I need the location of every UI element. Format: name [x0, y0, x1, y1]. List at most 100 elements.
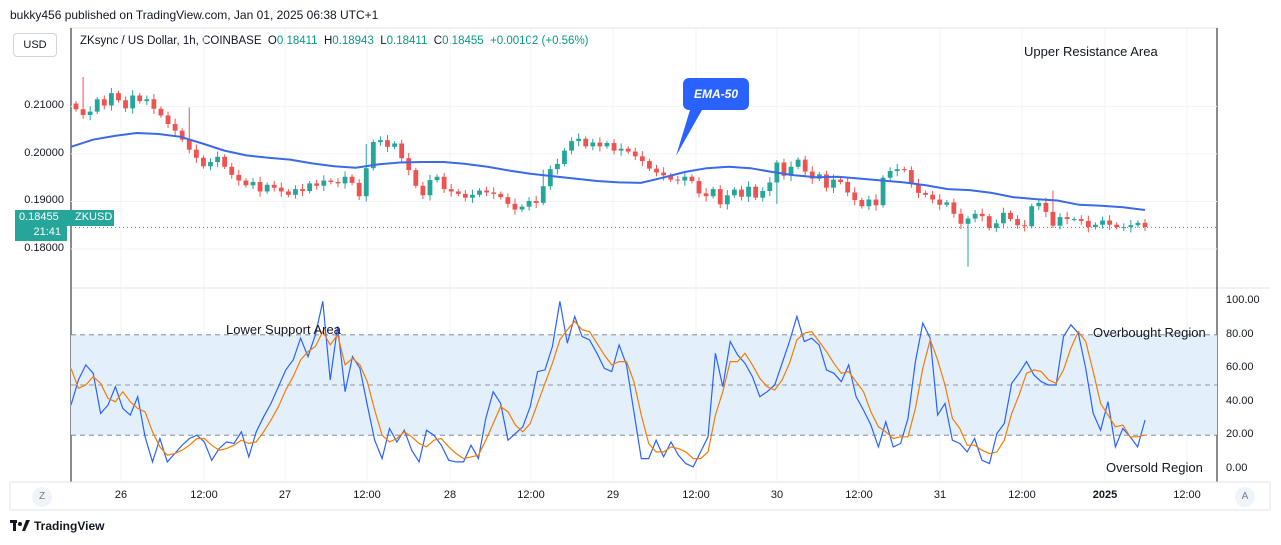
- candle-body: [413, 170, 419, 186]
- candle: [731, 187, 737, 198]
- candle-body: [838, 179, 843, 182]
- candle-body: [746, 186, 751, 197]
- candle: [809, 166, 815, 184]
- candle-body: [979, 213, 985, 217]
- close-value: 0.18455: [442, 35, 484, 47]
- a-button[interactable]: A: [1235, 487, 1255, 507]
- candle: [123, 96, 128, 113]
- candle: [958, 208, 964, 230]
- candle: [462, 190, 468, 202]
- candle-body: [321, 180, 327, 186]
- candle-body: [293, 189, 298, 195]
- candle: [271, 181, 277, 192]
- oversold-label: Oversold Region: [1106, 460, 1203, 475]
- ticker-label: ZKUSD: [75, 211, 113, 223]
- candle-body: [448, 189, 454, 192]
- candle: [73, 101, 79, 112]
- price-tick-label: 0.19000: [24, 194, 64, 207]
- candle: [986, 213, 992, 231]
- candle: [944, 200, 950, 208]
- candle: [951, 198, 957, 218]
- candle: [632, 147, 638, 161]
- z-button[interactable]: Z: [32, 487, 52, 507]
- candle-body: [710, 189, 716, 197]
- candle-body: [739, 189, 744, 197]
- candle-body: [385, 140, 390, 147]
- candle: [342, 171, 348, 189]
- candle-body: [562, 150, 567, 164]
- logo-text: TradingView: [34, 519, 105, 533]
- candle-body: [986, 216, 992, 229]
- candle-body: [1050, 211, 1056, 226]
- candle: [774, 160, 780, 204]
- tradingview-logo[interactable]: TradingView: [10, 519, 104, 533]
- upper-resistance-label: Upper Resistance Area: [1024, 44, 1158, 59]
- candle: [972, 210, 978, 223]
- candle: [144, 95, 150, 105]
- candle: [703, 188, 709, 202]
- candle-body: [1008, 212, 1013, 220]
- publisher-line: bukky456 published on TradingView.com, J…: [10, 8, 379, 22]
- candle-body: [1071, 219, 1077, 221]
- candle-body: [363, 168, 369, 197]
- candle-body: [1064, 217, 1070, 220]
- candle: [824, 170, 829, 192]
- candle-body: [512, 203, 518, 210]
- candle-body: [123, 100, 128, 109]
- candle: [795, 157, 801, 170]
- candle-body: [222, 156, 228, 167]
- candle-body: [470, 194, 475, 198]
- time-tick-label: 30: [770, 489, 784, 501]
- candle: [993, 219, 999, 232]
- candle: [1107, 215, 1113, 230]
- candle-body: [108, 93, 114, 106]
- candle-body: [300, 189, 305, 192]
- candle-body: [271, 184, 277, 188]
- candle-body: [717, 189, 723, 205]
- candle-body: [675, 179, 681, 181]
- candle: [328, 178, 334, 185]
- candle-body: [406, 158, 412, 171]
- candle: [555, 158, 560, 175]
- candle: [1142, 219, 1148, 231]
- candle-body: [540, 186, 546, 203]
- candle-body: [1078, 219, 1084, 221]
- candle-body: [236, 174, 242, 181]
- stochastic-lines: [70, 301, 1146, 468]
- lower-support-label: Lower Support Area: [226, 322, 341, 337]
- price-tick-label: 0.18000: [24, 241, 64, 254]
- oscillator-tick-label: 60.00: [1226, 361, 1254, 374]
- candle: [1057, 213, 1063, 230]
- candle: [243, 178, 249, 188]
- candle-body: [958, 213, 964, 224]
- close-key: C: [433, 35, 443, 47]
- candle: [696, 177, 702, 198]
- candle: [116, 90, 121, 103]
- candle: [1008, 210, 1013, 222]
- candle: [250, 178, 256, 190]
- candle-body: [583, 138, 589, 147]
- candle-body: [654, 168, 659, 173]
- candle: [1064, 211, 1070, 225]
- candle-body: [576, 138, 582, 142]
- candle: [1029, 203, 1035, 229]
- candle-body: [179, 130, 185, 140]
- candle-body: [335, 181, 341, 184]
- candle-body: [1135, 222, 1141, 226]
- candle: [356, 179, 362, 201]
- currency-button[interactable]: USD: [13, 33, 57, 57]
- candle-body: [1001, 212, 1006, 224]
- candle-body: [455, 191, 461, 194]
- candle: [583, 136, 589, 149]
- candle-body: [215, 156, 220, 163]
- candle-body: [392, 143, 397, 147]
- candle-body: [993, 223, 999, 229]
- candle-body: [462, 193, 468, 198]
- candle-body: [307, 183, 313, 192]
- open-key: O: [267, 35, 277, 47]
- candle-body: [229, 166, 235, 175]
- candle-body: [101, 99, 107, 106]
- candle: [470, 189, 475, 203]
- candle-body: [604, 143, 610, 147]
